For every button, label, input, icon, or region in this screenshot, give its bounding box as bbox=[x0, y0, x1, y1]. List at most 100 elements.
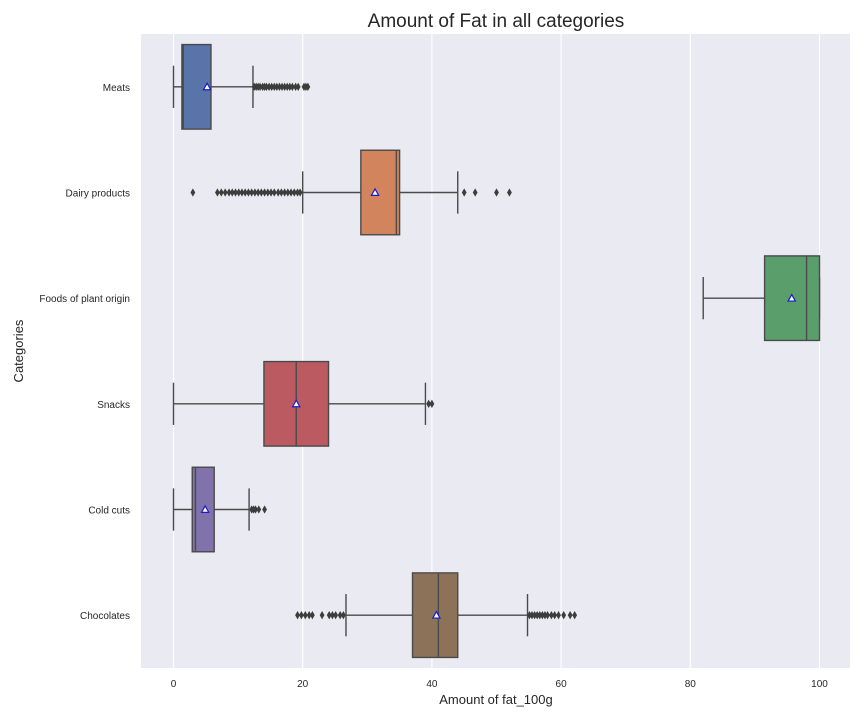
outlier-dairy-products-17 bbox=[268, 188, 274, 197]
outlier-meats-18 bbox=[295, 82, 301, 91]
outlier-dairy-products-19 bbox=[275, 188, 281, 197]
outlier-dairy-products-27 bbox=[461, 188, 467, 197]
x-tick-label-80: 80 bbox=[685, 679, 697, 690]
outlier-meats-11 bbox=[277, 82, 282, 91]
iqr-box-dairy-products bbox=[360, 149, 401, 236]
box-snacks bbox=[172, 360, 435, 447]
outlier-cold-cuts-4 bbox=[262, 505, 267, 514]
outlier-meats-8 bbox=[269, 82, 275, 91]
outlier-dairy-products-5 bbox=[229, 188, 235, 197]
x-axis-label: Amount of fat_100g bbox=[439, 692, 552, 707]
outlier-dairy-products-21 bbox=[282, 188, 288, 197]
gridlines bbox=[172, 34, 821, 668]
box-cold-cuts bbox=[172, 466, 267, 553]
outlier-dairy-products-10 bbox=[246, 188, 251, 197]
boxes-layer bbox=[172, 43, 821, 659]
outlier-chocolates-19 bbox=[549, 611, 554, 620]
outlier-chocolates-2 bbox=[302, 611, 308, 620]
outlier-dairy-products-25 bbox=[295, 188, 300, 197]
outlier-dairy-products-11 bbox=[249, 188, 255, 197]
outlier-dairy-products-9 bbox=[242, 188, 248, 197]
outlier-snacks-1 bbox=[429, 399, 435, 408]
x-tick-labels: 0 20 40 60 80 100 bbox=[171, 679, 829, 690]
outlier-chocolates-1 bbox=[299, 611, 304, 620]
outlier-dairy-products-29 bbox=[494, 188, 499, 197]
x-tick-label-100: 100 bbox=[811, 679, 828, 690]
outlier-dairy-products-8 bbox=[239, 188, 245, 197]
outlier-meats-6 bbox=[264, 82, 269, 91]
outlier-dairy-products-2 bbox=[218, 188, 224, 197]
outlier-dairy-products-0 bbox=[190, 188, 196, 197]
outlier-meats-16 bbox=[289, 82, 295, 91]
outlier-dairy-products-23 bbox=[288, 188, 294, 197]
outlier-snacks-0 bbox=[426, 399, 432, 408]
mean-marker-foods-of-plant-origin bbox=[787, 293, 797, 302]
mean-marker-snacks bbox=[291, 398, 301, 408]
outlier-meats-7 bbox=[266, 82, 272, 91]
outlier-meats-17 bbox=[293, 82, 298, 91]
outlier-dairy-products-13 bbox=[255, 188, 261, 197]
outlier-dairy-products-22 bbox=[285, 188, 291, 197]
outlier-chocolates-8 bbox=[333, 611, 339, 620]
outlier-cold-cuts-3 bbox=[256, 505, 262, 514]
outlier-chocolates-21 bbox=[556, 611, 561, 620]
outlier-chocolates-17 bbox=[542, 611, 548, 620]
outlier-chocolates-20 bbox=[552, 611, 558, 620]
chart-title: Amount of Fat in all categories bbox=[368, 11, 625, 32]
outlier-meats-15 bbox=[287, 82, 293, 91]
mean-marker-chocolates bbox=[431, 610, 442, 619]
y-tick-label-cold-cuts: Cold cuts bbox=[88, 506, 130, 517]
y-tick-label-chocolates: Chocolates bbox=[80, 611, 130, 622]
x-tick-label-40: 40 bbox=[426, 679, 438, 690]
outlier-dairy-products-24 bbox=[291, 188, 297, 197]
outlier-meats-12 bbox=[279, 82, 285, 91]
outlier-cold-cuts-2 bbox=[253, 505, 258, 514]
outlier-meats-9 bbox=[271, 82, 277, 91]
outlier-meats-3 bbox=[257, 82, 263, 91]
outlier-chocolates-3 bbox=[306, 611, 312, 620]
outlier-dairy-products-3 bbox=[222, 188, 228, 197]
x-tick-label-20: 20 bbox=[297, 679, 309, 690]
mean-marker-dairy-products bbox=[370, 187, 380, 196]
outlier-dairy-products-18 bbox=[271, 188, 277, 197]
outlier-dairy-products-26 bbox=[297, 188, 303, 197]
outlier-dairy-products-30 bbox=[507, 188, 512, 197]
outlier-chocolates-6 bbox=[326, 611, 332, 620]
outlier-chocolates-16 bbox=[539, 611, 545, 620]
box-meats bbox=[172, 43, 311, 130]
y-tick-label-meats: Meats bbox=[103, 83, 130, 94]
outlier-dairy-products-20 bbox=[278, 188, 284, 197]
mean-marker-cold-cuts bbox=[200, 504, 210, 513]
outlier-dairy-products-6 bbox=[233, 188, 238, 197]
outlier-chocolates-13 bbox=[532, 611, 538, 620]
y-tick-label-foods-of-plant-origin: Foods of plant origin bbox=[39, 294, 130, 305]
outlier-chocolates-12 bbox=[529, 611, 535, 620]
outlier-chocolates-11 bbox=[527, 611, 532, 620]
outlier-chocolates-14 bbox=[534, 611, 540, 620]
y-axis-label: Categories bbox=[11, 319, 26, 382]
outlier-chocolates-0 bbox=[295, 611, 300, 620]
outlier-dairy-products-15 bbox=[262, 188, 267, 197]
y-tick-labels: Meats Dairy products Foods of plant origin… bbox=[39, 83, 130, 622]
outlier-meats-21 bbox=[305, 82, 311, 91]
outlier-meats-10 bbox=[274, 82, 280, 91]
outlier-chocolates-9 bbox=[337, 611, 343, 620]
outlier-dairy-products-16 bbox=[265, 188, 271, 197]
x-tick-label-60: 60 bbox=[556, 679, 568, 690]
plot-area-background bbox=[141, 34, 850, 668]
outlier-chocolates-15 bbox=[537, 611, 543, 620]
outlier-chocolates-4 bbox=[309, 611, 315, 620]
box-dairy-products bbox=[190, 149, 512, 236]
x-tick-label-0: 0 bbox=[171, 679, 177, 690]
outlier-dairy-products-12 bbox=[252, 188, 258, 197]
box-chocolates bbox=[295, 572, 578, 659]
outlier-chocolates-10 bbox=[340, 611, 346, 620]
outlier-chocolates-7 bbox=[330, 611, 335, 620]
outlier-chocolates-18 bbox=[545, 611, 550, 620]
outlier-meats-14 bbox=[284, 82, 290, 91]
y-tick-label-snacks: Snacks bbox=[97, 400, 130, 411]
outlier-meats-13 bbox=[282, 82, 288, 91]
y-tick-label-dairy-products: Dairy products bbox=[66, 189, 130, 200]
outlier-chocolates-24 bbox=[572, 611, 578, 620]
